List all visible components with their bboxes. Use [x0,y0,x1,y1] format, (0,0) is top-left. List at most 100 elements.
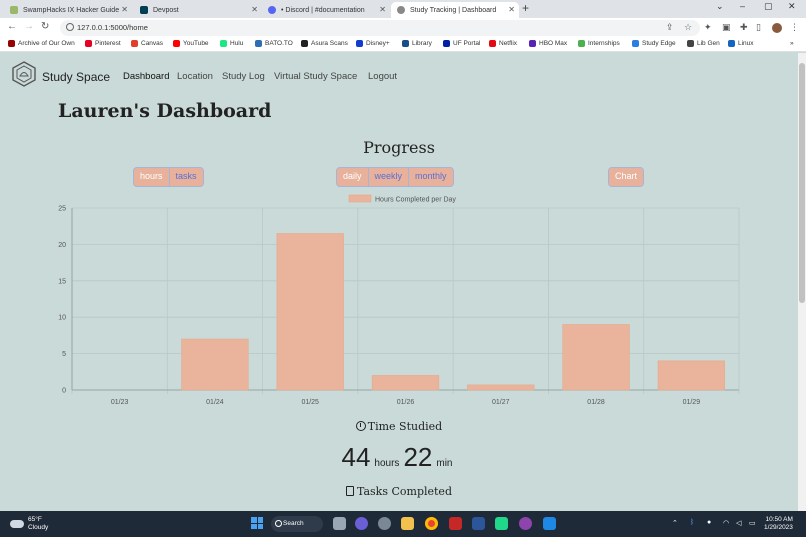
browser-tab-active[interactable]: Study Tracking | Dashboard ✕ [391,2,519,18]
bookmark-favicon-icon [356,40,363,47]
browser-tab[interactable]: • Discord | #documentation ✕ [262,2,390,18]
bookmark-item[interactable]: Study Edge [632,40,676,47]
bookmark-item[interactable]: HBO Max [529,40,567,47]
close-icon[interactable]: ✕ [508,5,515,14]
bookmark-favicon-icon [529,40,536,47]
extensions-puzzle-icon[interactable]: ✚ [740,22,748,32]
brand-name[interactable]: Study Space [42,70,111,84]
daily-button[interactable]: daily [337,168,369,186]
progress-heading: Progress [363,138,435,157]
close-icon[interactable]: ✕ [251,5,258,14]
nav-study-log[interactable]: Study Log [222,71,265,82]
minutes-unit: min [436,458,453,469]
extension-icon[interactable]: ✦ [704,22,712,32]
page-scrollbar[interactable] [798,53,806,511]
browser-tab[interactable]: SwampHacks IX Hacker Guide ✕ [4,2,132,18]
bookmark-item[interactable]: Internships [578,40,620,47]
tasks-button[interactable]: tasks [169,168,203,186]
close-icon[interactable]: ✕ [379,5,386,14]
bookmark-favicon-icon [8,40,15,47]
time-studied-label: Time Studied [367,420,443,433]
settings-gear-icon[interactable] [378,517,391,530]
close-icon[interactable]: ✕ [121,5,128,14]
weather-desc: Cloudy [28,524,49,531]
bookmark-item[interactable]: Library [402,40,432,47]
github-desktop-icon[interactable] [519,517,532,530]
nav-virtual-study-space[interactable]: Virtual Study Space [274,71,358,82]
bookmark-item[interactable]: Disney+ [356,40,390,47]
tab-title: SwampHacks IX Hacker Guide [23,6,120,14]
clock-time: 10:50 AM [765,516,793,523]
bookmark-item[interactable]: YouTube [173,40,209,47]
bookmark-label: Archive of Our Own [18,40,75,47]
bookmark-item[interactable]: Canvas [131,40,163,47]
new-tab-icon[interactable]: + [522,1,530,15]
nav-logout[interactable]: Logout [368,71,398,82]
y-tick-label: 5 [62,351,66,358]
nav-location[interactable]: Location [177,71,213,82]
chart-button[interactable]: Chart [609,168,644,186]
profile-avatar[interactable] [772,23,782,33]
tab-favicon-icon [10,6,18,14]
minimize-icon[interactable]: – [740,1,746,11]
system-clock[interactable]: 10:50 AM 1/29/2023 [764,516,793,532]
chevron-down-icon[interactable]: ⌄ [716,1,724,11]
nav-dashboard[interactable]: Dashboard [123,71,170,82]
browser-tab[interactable]: Devpost ✕ [134,2,262,18]
more-bookmarks-icon[interactable]: » [790,40,794,47]
bookmark-item[interactable]: Hulu [220,40,243,47]
site-info-icon[interactable] [66,23,74,31]
maximize-icon[interactable]: ▢ [764,1,773,11]
app-icon[interactable] [449,517,462,530]
monthly-button[interactable]: monthly [409,168,453,186]
battery-icon[interactable]: ▭ [749,520,756,527]
bookmark-item[interactable]: Archive of Our Own [8,40,75,47]
bluetooth-icon[interactable]: ᛒ [690,519,695,526]
tab-title: Study Tracking | Dashboard [410,6,497,14]
bookmark-item[interactable]: Asura Scans [301,40,348,47]
forward-icon[interactable]: → [24,21,34,32]
bookmark-star-icon[interactable]: ☆ [684,22,693,32]
bookmark-label: HBO Max [539,40,568,47]
bookmark-favicon-icon [301,40,308,47]
extension-icon[interactable]: ▣ [722,22,731,32]
page-title: Lauren's Dashboard [58,100,272,122]
weekly-button[interactable]: weekly [368,168,410,186]
bookmark-item[interactable]: BATO.TO [255,40,293,47]
bookmark-item[interactable]: Pinterest [85,40,121,47]
bookmark-item[interactable]: Lib Gen [687,40,720,47]
speaker-icon[interactable]: ◁ [736,520,742,527]
browser-tab-strip: SwampHacks IX Hacker Guide ✕ Devpost ✕ •… [0,0,806,18]
bookmark-favicon-icon [85,40,92,47]
file-explorer-icon[interactable] [401,517,414,530]
close-window-icon[interactable]: ✕ [788,1,796,11]
share-icon[interactable]: ⇪ [666,22,674,32]
vscode-icon[interactable] [543,517,556,530]
hours-button[interactable]: hours [134,168,170,186]
scrollbar-thumb[interactable] [799,63,805,303]
bookmark-item[interactable]: Linux [728,40,754,47]
chrome-icon[interactable] [425,517,438,530]
side-panel-icon[interactable]: ▯ [756,22,761,32]
chat-icon[interactable] [355,517,368,530]
windows-start-icon[interactable] [251,517,263,529]
bookmark-label: Library [412,40,432,47]
microphone-icon[interactable]: ● [707,519,712,526]
back-icon[interactable]: ← [7,21,17,32]
weather-widget[interactable]: 65°F Cloudy [10,516,48,532]
taskbar-search[interactable]: Search [271,516,323,532]
chevron-up-icon[interactable]: ⌃ [672,520,678,527]
wifi-icon[interactable]: ◠ [723,520,730,527]
bookmark-item[interactable]: Netflix [489,40,517,47]
task-view-icon[interactable] [333,517,346,530]
bookmark-item[interactable]: UF Portal [443,40,480,47]
menu-dots-icon[interactable]: ⋮ [790,22,799,32]
minutes-value: 22 [403,442,433,472]
clock-icon [355,421,366,431]
word-icon[interactable] [472,517,485,530]
bar-01-27 [467,384,535,391]
bar-01-25 [276,233,344,391]
address-bar[interactable]: 127.0.0.1:5000/home [60,20,700,36]
pycharm-icon[interactable] [495,517,508,530]
reload-icon[interactable]: ↻ [41,21,50,32]
